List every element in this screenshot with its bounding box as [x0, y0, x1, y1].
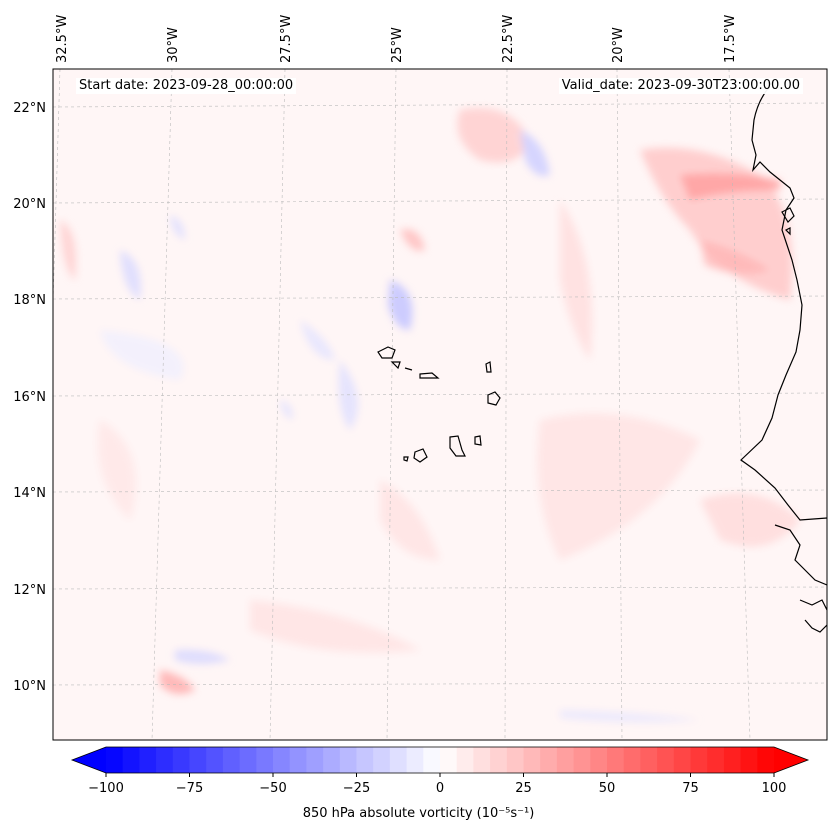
lon-label-32-5: 32.5°W: [55, 15, 70, 63]
colorbar-segment: [590, 747, 608, 773]
guinea-bissau-coast: [799, 599, 827, 633]
lon-label-17-5: 17.5°W: [723, 15, 738, 63]
lon-label-22-5: 22.5°W: [501, 15, 516, 63]
colorbar-segment: [306, 747, 324, 773]
colorbar-segment: [356, 747, 374, 773]
island-santiago: [449, 435, 466, 457]
colorbar-segment: [690, 747, 708, 773]
colorbar-segment: [273, 747, 291, 773]
island-boa-vista: [487, 391, 501, 406]
gridline-lon-27-5: [269, 69, 286, 740]
lon-label-30: 30°W: [166, 27, 181, 63]
colorbar-segment: [723, 747, 742, 773]
colorbar-segment: [623, 747, 641, 773]
lon-label-25: 25°W: [390, 27, 405, 63]
lon-label-27-5: 27.5°W: [279, 15, 294, 63]
colorbar-segment: [139, 747, 157, 773]
colorbar-segment: [456, 747, 474, 773]
colorbar-segment: [740, 747, 758, 773]
colorbar-segment: [473, 747, 491, 773]
colorbar-tick-label: 75: [682, 781, 699, 796]
colorbar: −100 −75 −50 −25 0 25 50 75 100: [70, 746, 810, 796]
colorbar-segment: [256, 747, 274, 773]
colorbar-segment: [523, 747, 541, 773]
colorbar-segment: [506, 747, 524, 773]
colorbar-segment: [440, 747, 458, 773]
island-sao-nicolau: [404, 367, 440, 379]
lat-label-14: 14°N: [13, 486, 46, 501]
colorbar-tick-label: −75: [176, 781, 203, 796]
colorbar-segment: [657, 747, 675, 773]
lat-label-22: 22°N: [13, 101, 46, 116]
map-frame: [52, 68, 828, 741]
colorbar-extend-max: [774, 747, 808, 773]
vorticity-field: [53, 69, 827, 740]
colorbar-segment: [673, 747, 691, 773]
colorbar-segment: [156, 747, 174, 773]
colorbar-tick-label: 25: [515, 781, 532, 796]
lat-label-18: 18°N: [13, 293, 46, 308]
valid-date-label: Valid_date: 2023-09-30T23:00:00.00: [558, 78, 803, 94]
island-sao-vicente: [390, 361, 401, 370]
lat-label-16: 16°N: [13, 390, 46, 405]
lon-label-20: 20°W: [611, 27, 626, 63]
lat-label-10: 10°N: [13, 679, 46, 694]
colorbar-segment: [122, 747, 140, 773]
colorbar-segment: [607, 747, 625, 773]
colorbar-segment: [640, 747, 658, 773]
colorbar-tick-label: −25: [343, 781, 370, 796]
gridline-lon-30: [151, 69, 173, 740]
lon-labels: 32.5°W 30°W 27.5°W 25°W 22.5°W 20°W 17.5…: [55, 15, 738, 63]
colorbar-segment: [189, 747, 207, 773]
gridline-lon-20: [616, 69, 623, 740]
colorbar-ticks: −100 −75 −50 −25 0 25 50 75 100: [88, 773, 786, 796]
colorbar-extend-min: [72, 747, 106, 773]
colorbar-tick-label: 0: [436, 781, 444, 796]
gridline-lon-17-5: [728, 69, 751, 740]
island-sal: [485, 361, 492, 373]
banc-arguin-islands: [781, 207, 795, 236]
colorbar-tick-label: 100: [762, 781, 787, 796]
colorbar-segment: [423, 747, 441, 773]
colorbar-tick-label: 50: [599, 781, 616, 796]
colorbar-tick-label: −100: [88, 781, 124, 796]
lat-labels: 22°N 20°N 18°N 16°N 14°N 12°N 10°N: [13, 101, 46, 694]
senegal-gambia-coast: [774, 524, 827, 586]
gridline-lon-22-5: [504, 69, 508, 740]
lat-label-12: 12°N: [13, 583, 46, 598]
colorbar-segment: [206, 747, 224, 773]
gridline-lon-25: [386, 69, 397, 740]
island-brava: [403, 456, 409, 462]
colorbar-segments: [106, 747, 775, 773]
colorbar-tick-label: −50: [259, 781, 286, 796]
africa-coastline: [740, 85, 827, 521]
colorbar-segment: [389, 747, 408, 773]
colorbar-segment: [239, 747, 257, 773]
colorbar-segment: [106, 747, 124, 773]
colorbar-segment: [373, 747, 391, 773]
colorbar-segment: [222, 747, 241, 773]
coastlines: [377, 85, 827, 633]
colorbar-segment: [490, 747, 508, 773]
graticule: [53, 69, 827, 740]
island-maio: [474, 435, 482, 446]
colorbar-segment: [406, 747, 424, 773]
colorbar-segment: [172, 747, 190, 773]
start-date-label: Start date: 2023-09-28_00:00:00: [76, 78, 297, 94]
colorbar-segment: [540, 747, 558, 773]
colorbar-label: 850 hPa absolute vorticity (10⁻⁵s⁻¹): [302, 806, 535, 821]
colorbar-segment: [556, 747, 575, 773]
colorbar-segment: [573, 747, 591, 773]
colorbar-segment: [289, 747, 307, 773]
island-santo-antao: [377, 346, 396, 359]
island-fogo: [413, 448, 428, 463]
colorbar-segment: [707, 747, 725, 773]
lat-label-20: 20°N: [13, 197, 46, 212]
colorbar-segment: [757, 747, 775, 773]
colorbar-segment: [323, 747, 341, 773]
colorbar-segment: [339, 747, 357, 773]
